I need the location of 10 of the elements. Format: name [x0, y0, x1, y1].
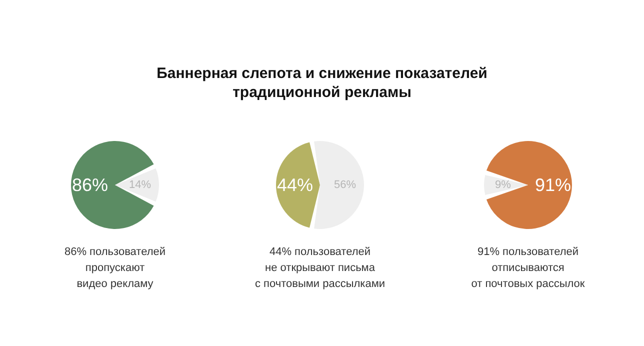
- text: 44% пользователей не открывают письма с почтовыми рассылками: [254, 246, 386, 290]
- data-label: 91%: [534, 175, 572, 195]
- chart-title: Баннерная слепота и снижение показателей традиционной рекламы: [156, 64, 488, 102]
- data-label: 44%: [276, 175, 314, 195]
- data-label: 56%: [334, 179, 356, 191]
- text: 91% пользователей отписываются от почтовых рассылок: [471, 246, 585, 290]
- text: 86% пользователей пропускают видео рекламу: [64, 246, 166, 290]
- data-label: 9%: [495, 179, 512, 191]
- data-label: 86%: [72, 175, 108, 195]
- data-label: 14%: [128, 179, 152, 191]
